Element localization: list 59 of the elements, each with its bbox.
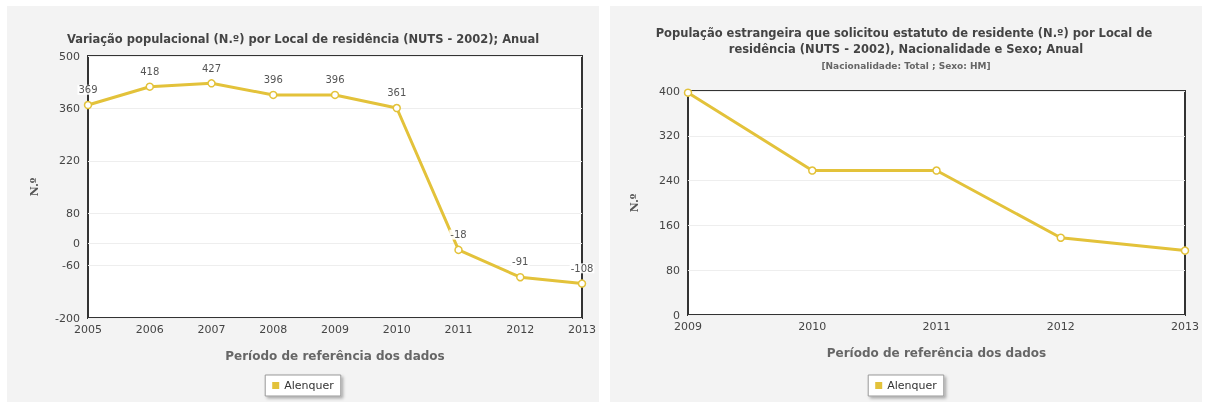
y-tick-label: 160 [659, 218, 680, 232]
point [808, 166, 817, 175]
y-tick-label: 500 [59, 49, 80, 63]
x-tick-label: 2013 [568, 323, 596, 336]
chart-title: População estrangeira que solicitou estatuto de residente (N.º) por Local de residência (NUTS - 2002), Nacionalidade e Sexo; Anual [655, 26, 1157, 56]
y-axis-title: N.º [628, 193, 641, 213]
x-tick-label: 2012 [506, 323, 535, 336]
y-tick-label: 240 [659, 174, 680, 188]
point [1056, 233, 1065, 242]
x-tick-label: 2011 [444, 323, 473, 336]
point [516, 272, 525, 282]
x-tick-label: 2006 [135, 323, 164, 336]
data-label: -108 [570, 262, 594, 274]
y-tick-label: 0 [73, 236, 80, 250]
data-label: 361 [387, 87, 407, 99]
point [207, 79, 216, 88]
point [683, 88, 693, 97]
y-tick-label: 360 [59, 101, 80, 115]
x-tick-label: 2012 [1046, 320, 1075, 333]
y-tick-label: 320 [659, 129, 680, 143]
data-label: 369 [78, 84, 98, 96]
data-label: 418 [140, 65, 160, 77]
x-tick-label: 2013 [1171, 320, 1199, 333]
point [392, 103, 401, 113]
x-tick-label: 2011 [922, 320, 951, 333]
x-tick-label: 2010 [382, 323, 411, 336]
point [1180, 246, 1190, 255]
point [145, 82, 154, 91]
data-label: 396 [263, 74, 283, 86]
x-tick-label: 2009 [674, 320, 702, 333]
y-tick-label: 80 [666, 263, 680, 277]
point [577, 279, 587, 288]
point [83, 100, 93, 110]
point [269, 90, 278, 100]
x-tick-label: 2008 [259, 323, 288, 336]
x-axis-title: Período de referência dos dados [225, 349, 445, 363]
chart-title: Variação populacional (N.º) por Local de residência (NUTS - 2002); Anual [66, 32, 540, 46]
x-axis-title: Período de referência dos dados [826, 346, 1047, 360]
x-tick-label: 2007 [197, 323, 226, 336]
y-tick-label: -200 [55, 311, 80, 325]
y-tick-label: -60 [62, 259, 80, 273]
point [932, 166, 941, 175]
x-tick-label: 2010 [798, 320, 827, 333]
y-tick-label: 400 [659, 84, 680, 98]
data-label: -91 [512, 256, 529, 268]
x-tick-label: 2009 [321, 323, 349, 336]
point [454, 245, 463, 255]
data-label: -18 [450, 229, 467, 241]
data-label: 427 [201, 62, 222, 74]
y-axis-title: N.º [28, 177, 41, 197]
legend-label: Alenquer [284, 379, 335, 392]
y-tick-label: 0 [673, 308, 680, 322]
y-tick-label: 220 [59, 154, 80, 168]
data-label: 396 [325, 74, 345, 86]
y-tick-label: 80 [66, 206, 80, 220]
legend-label: Alenquer [887, 379, 938, 392]
chart-subtitle: [Nacionalidade: Total ; Sexo: HM] [821, 60, 991, 71]
point [330, 90, 340, 100]
x-tick-label: 2005 [74, 323, 102, 336]
